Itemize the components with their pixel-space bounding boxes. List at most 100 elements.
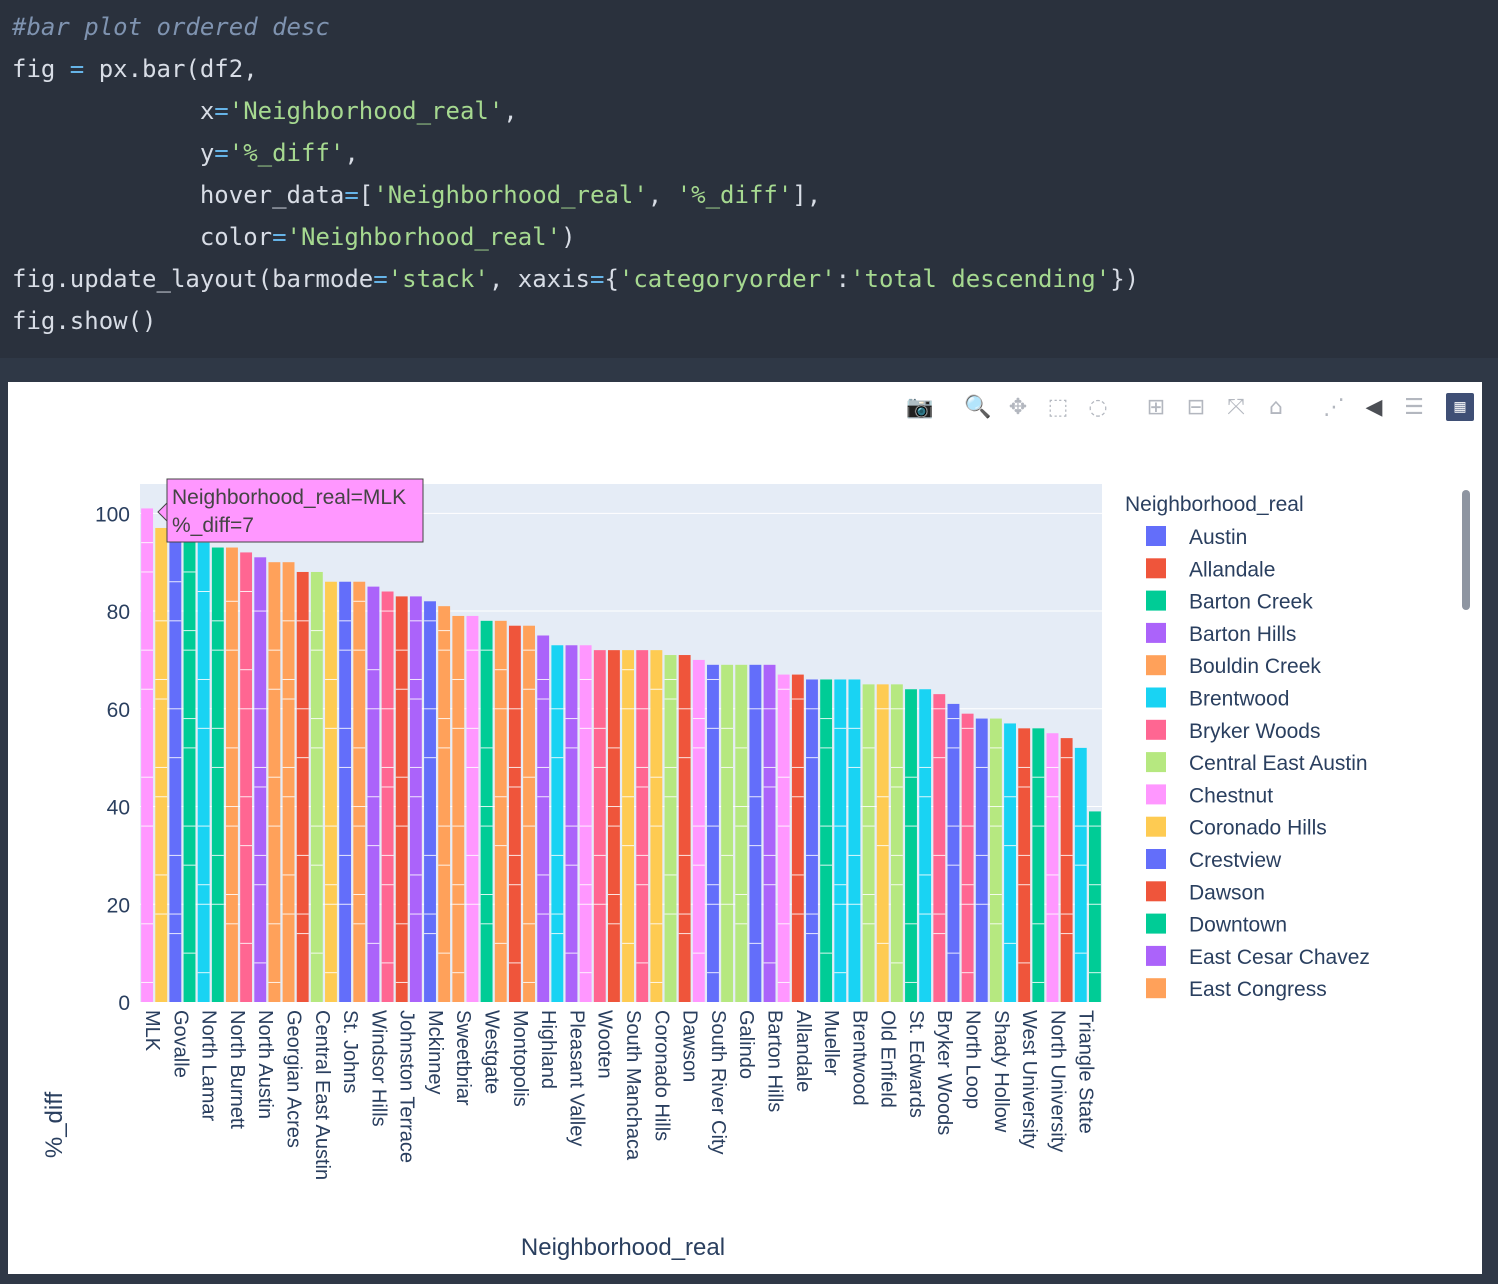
legend-item[interactable]: Barton Creek [1146,590,1313,614]
bar[interactable] [310,571,323,1002]
zoom-icon[interactable]: 🔍 [964,394,992,420]
bar[interactable] [183,537,196,1002]
bar[interactable] [763,664,776,1002]
legend-item[interactable]: Austin [1146,526,1247,549]
bar[interactable] [494,620,507,1002]
bar[interactable] [806,679,818,1002]
legend-item[interactable]: East Congress [1146,978,1327,1001]
bar[interactable] [989,718,1002,1002]
bar[interactable] [424,601,436,1002]
bar[interactable] [240,552,253,1002]
bar[interactable] [735,664,748,1002]
bar[interactable] [721,664,734,1002]
bar[interactable] [947,703,960,1002]
box-select-icon[interactable]: ⬚ [1047,394,1069,420]
code-cell[interactable]: #bar plot ordered desc fig = px.bar(df2, … [0,0,1498,358]
plotly-logo-icon[interactable]: ▦ [1446,393,1474,421]
bar[interactable] [409,596,422,1002]
legend-item[interactable]: Downtown [1146,913,1287,937]
bar[interactable] [155,527,168,1002]
legend-item[interactable]: Bouldin Creek [1146,655,1321,678]
bar[interactable] [551,645,564,1002]
bar[interactable] [466,615,479,1002]
bar[interactable] [975,718,988,1002]
bar[interactable] [905,689,917,1002]
bar[interactable] [862,684,875,1002]
bar[interactable] [480,620,493,1002]
bar[interactable] [622,650,635,1002]
bar[interactable] [1074,747,1087,1002]
bar[interactable] [226,547,238,1002]
lasso-icon[interactable]: ◌ [1088,394,1108,420]
bar[interactable] [197,542,210,1002]
bar[interactable] [395,596,408,1002]
bar[interactable] [523,625,535,1002]
legend-item[interactable]: Dawson [1146,881,1265,904]
bar[interactable] [919,689,932,1002]
bar[interactable] [876,684,889,1002]
bar[interactable] [452,615,465,1002]
bar[interactable] [1004,723,1016,1002]
legend-item[interactable]: Central East Austin [1146,752,1368,775]
bar[interactable] [565,645,578,1002]
bar[interactable] [1088,811,1101,1002]
legend-item[interactable]: Coronado Hills [1146,816,1327,840]
bar[interactable] [890,684,903,1002]
hover-closest-icon[interactable]: ◀ [1365,394,1383,420]
legend-item[interactable]: Chestnut [1146,784,1273,807]
bar[interactable] [791,674,804,1002]
bar[interactable] [636,650,649,1002]
bar[interactable] [296,571,309,1002]
bar[interactable] [777,674,790,1002]
bars[interactable] [141,508,1101,1002]
bar[interactable] [1060,738,1073,1002]
code-token: x [12,97,215,125]
zoom-out-icon[interactable]: ⊟ [1186,394,1206,420]
autoscale-icon[interactable]: ⤧ [1227,394,1245,420]
bar[interactable] [707,664,719,1002]
bar[interactable] [325,581,337,1002]
bar[interactable] [820,679,833,1002]
bar[interactable] [537,635,550,1002]
bar[interactable] [381,591,394,1002]
bar[interactable] [579,645,592,1002]
bar[interactable] [593,650,606,1002]
legend[interactable]: Neighborhood_real Austin Allandale Barton … [1125,493,1370,1001]
bar[interactable] [169,532,182,1002]
legend-item[interactable]: Bryker Woods [1146,719,1321,743]
legend-item[interactable]: Brentwood [1146,687,1289,711]
bar[interactable] [268,562,281,1002]
pan-icon[interactable]: ✥ [1008,394,1028,420]
bar[interactable] [749,664,762,1002]
bar[interactable] [834,679,847,1002]
bar[interactable] [1018,728,1031,1002]
legend-scrollbar[interactable] [1462,490,1470,610]
bar[interactable] [353,581,366,1002]
bar[interactable] [664,655,677,1002]
bar[interactable] [692,659,705,1002]
bar[interactable] [933,694,946,1002]
reset-axes-icon[interactable]: ⌂ [1269,394,1283,420]
hover-tooltip: Neighborhood_real=MLK %_diff=7 [157,478,424,543]
hover-compare-icon[interactable]: ☰ [1404,394,1424,420]
bar[interactable] [282,562,295,1002]
legend-item[interactable]: East Cesar Chavez [1146,945,1370,969]
bar[interactable] [438,606,451,1002]
bar[interactable] [1032,728,1045,1002]
bar[interactable] [678,655,691,1002]
bar[interactable] [1046,733,1059,1002]
bar[interactable] [211,547,224,1002]
bar[interactable] [508,625,521,1002]
bar[interactable] [339,581,352,1002]
bar[interactable] [848,679,861,1002]
bar[interactable] [141,508,154,1002]
camera-icon[interactable]: 📷 [906,394,934,420]
legend-item[interactable]: Barton Hills [1146,622,1296,646]
zoom-in-icon[interactable]: ⊞ [1146,394,1166,420]
legend-item[interactable]: Crestview [1146,849,1282,872]
bar[interactable] [961,713,974,1002]
spike-lines-icon[interactable]: ⋰ [1323,394,1345,420]
bar[interactable] [367,586,380,1002]
legend-item[interactable]: Allandale [1146,558,1275,581]
bar[interactable] [254,557,267,1002]
